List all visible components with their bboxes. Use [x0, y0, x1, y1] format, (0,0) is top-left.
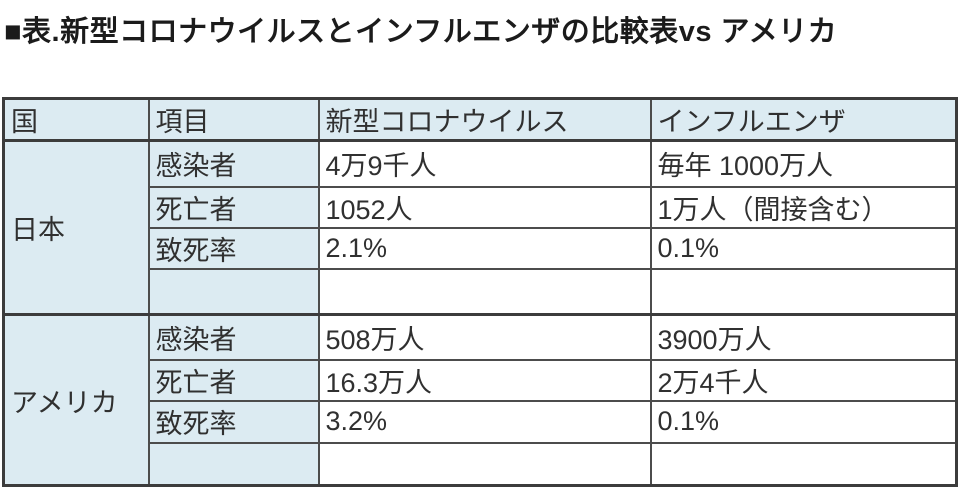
row-label-infected: 感染者: [147, 139, 320, 188]
column-header-item: 項目: [147, 97, 320, 142]
covid-value-cell: 2.1%: [317, 226, 652, 270]
table-row-japan-deaths: 死亡者 1052人 1万人（間接含む）: [4, 185, 958, 229]
covid-value-cell: 4万9千人: [317, 139, 652, 188]
flu-value-cell: 2万4千人: [649, 358, 958, 402]
flu-value-cell: 0.1%: [649, 399, 958, 444]
flu-value-cell: [649, 267, 958, 316]
row-label-infected: 感染者: [147, 313, 320, 361]
country-cell-japan: 日本: [2, 139, 150, 316]
row-label-fatality-rate: 致死率: [147, 399, 320, 444]
covid-value-cell: 508万人: [317, 313, 652, 361]
flu-value-cell: 毎年 1000万人: [649, 139, 958, 188]
table-row-usa-fatality-rate: 致死率 3.2% 0.1%: [4, 399, 958, 444]
column-header-country: 国: [2, 97, 150, 142]
flu-value-cell: 1万人（間接含む）: [649, 185, 958, 229]
country-cell-usa: アメリカ: [2, 313, 150, 487]
row-label-fatality-rate: 致死率: [147, 226, 320, 270]
table-row-usa-infected: アメリカ 感染者 508万人 3900万人: [2, 313, 958, 487]
flu-value-cell: [649, 441, 958, 487]
table-row-usa-deaths: 死亡者 16.3万人 2万4千人: [4, 358, 958, 402]
row-label-deaths: 死亡者: [147, 185, 320, 229]
header-row: 国 項目 新型コロナウイルス インフルエンザ: [2, 97, 958, 142]
covid-value-cell: 1052人: [317, 185, 652, 229]
table-row-japan-spacer: [4, 267, 958, 316]
row-label-empty: [147, 441, 320, 487]
row-label-empty: [147, 267, 320, 316]
covid-value-cell: [317, 267, 652, 316]
table-row-japan-fatality-rate: 致死率 2.1% 0.1%: [4, 226, 958, 270]
flu-value-cell: 0.1%: [649, 226, 958, 270]
comparison-table: 国 項目 新型コロナウイルス インフルエンザ 日本 感染者 4万9千人 毎年 1…: [2, 97, 958, 487]
covid-value-cell: [317, 441, 652, 487]
column-header-covid: 新型コロナウイルス: [317, 97, 652, 142]
covid-value-cell: 3.2%: [317, 399, 652, 444]
row-label-deaths: 死亡者: [147, 358, 320, 402]
table-row-japan-infected: 日本 感染者 4万9千人 毎年 1000万人: [2, 139, 958, 316]
page-title: ■表.新型コロナウイルスとインフルエンザの比較表vs アメリカ: [4, 16, 838, 48]
table-row-usa-spacer: [4, 441, 958, 487]
column-header-influenza: インフルエンザ: [649, 97, 958, 142]
flu-value-cell: 3900万人: [649, 313, 958, 361]
covid-value-cell: 16.3万人: [317, 358, 652, 402]
